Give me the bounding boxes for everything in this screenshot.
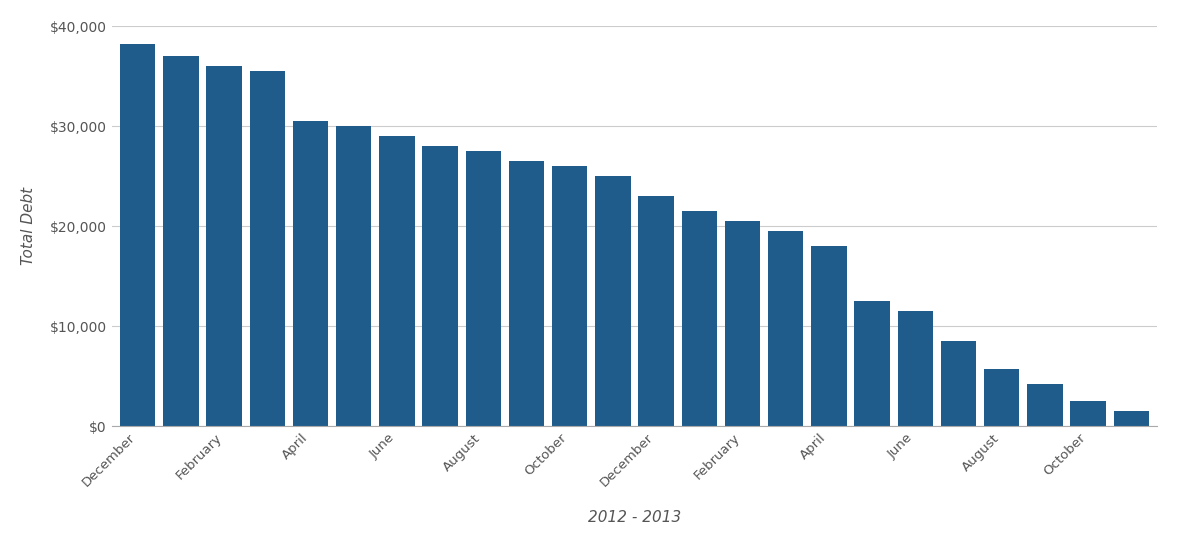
Bar (292, 121, 329, 426)
Bar (1071, 401, 1106, 426)
Bar (724, 221, 760, 426)
Bar (552, 167, 588, 426)
Bar (854, 301, 889, 426)
Bar (1113, 411, 1149, 426)
Bar (768, 232, 803, 426)
Bar (898, 311, 933, 426)
Bar (250, 72, 285, 426)
Bar (1027, 384, 1063, 426)
Bar (423, 146, 458, 426)
Bar (465, 151, 501, 426)
Bar (984, 370, 1019, 426)
Bar (206, 67, 241, 426)
Bar (595, 176, 630, 426)
Bar (812, 246, 847, 426)
Bar (163, 56, 199, 426)
Bar (379, 136, 415, 426)
Bar (941, 341, 977, 426)
Bar (336, 126, 371, 426)
X-axis label: 2012 - 2013: 2012 - 2013 (588, 510, 681, 525)
Bar (682, 211, 717, 426)
Y-axis label: Total Debt: Total Debt (21, 187, 35, 265)
Bar (120, 44, 155, 426)
Bar (638, 197, 674, 426)
Bar (509, 162, 544, 426)
